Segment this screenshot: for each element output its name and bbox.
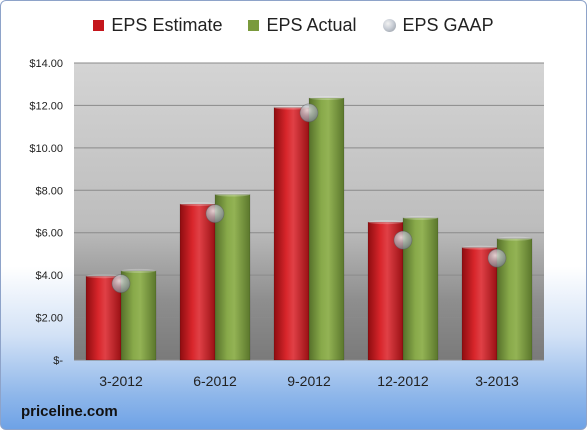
gaap-marker — [487, 248, 507, 268]
legend-swatch-estimate — [93, 20, 105, 31]
gaap-marker — [393, 230, 413, 250]
y-tick-label: $4.00 — [35, 270, 63, 282]
y-tick-label: $10.00 — [29, 143, 63, 155]
y-tick-label: $8.00 — [35, 185, 63, 197]
bar-estimate-highlight — [86, 274, 121, 279]
bar-estimate-highlight — [462, 245, 497, 250]
legend-item-actual: EPS Actual — [248, 15, 357, 36]
legend-item-estimate: EPS Estimate — [93, 15, 222, 36]
legend-item-gaap: EPS GAAP — [382, 15, 494, 36]
x-tick-label: 12-2012 — [377, 373, 429, 389]
bar-estimate — [179, 203, 216, 361]
y-tick-label: $- — [53, 355, 63, 367]
bar-estimate-highlight — [274, 105, 309, 110]
gaap-marker — [111, 274, 131, 294]
legend-swatch-actual — [248, 20, 260, 31]
bar-actual-highlight — [309, 96, 344, 101]
bar-actual-highlight — [121, 268, 156, 273]
bar-estimate — [273, 107, 310, 361]
legend-label-estimate: EPS Estimate — [111, 15, 223, 35]
bar-actual-highlight — [215, 192, 250, 197]
legend: EPS Estimate EPS Actual EPS GAAP — [1, 15, 586, 36]
bar-estimate-highlight — [180, 202, 215, 207]
legend-label-gaap: EPS GAAP — [402, 15, 494, 35]
bar-estimate-highlight — [368, 220, 403, 225]
x-tick-label: 9-2012 — [287, 373, 331, 389]
bar-actual — [308, 97, 345, 361]
x-tick-label: 6-2012 — [193, 373, 237, 389]
gaap-marker — [205, 204, 225, 224]
y-tick-label: $12.00 — [29, 100, 63, 112]
y-tick-label: $6.00 — [35, 228, 63, 240]
source-label: priceline.com — [21, 403, 118, 420]
y-tick-label: $14.00 — [29, 58, 63, 70]
legend-swatch-gaap — [382, 19, 396, 32]
bar-actual — [214, 194, 251, 361]
gaap-marker — [299, 103, 319, 123]
bar-actual-highlight — [497, 236, 532, 241]
y-tick-label: $2.00 — [35, 313, 63, 325]
bar-actual-highlight — [403, 215, 438, 220]
x-tick-label: 3-2012 — [99, 373, 143, 389]
legend-label-actual: EPS Actual — [266, 15, 357, 35]
x-tick-label: 3-2013 — [475, 373, 519, 389]
